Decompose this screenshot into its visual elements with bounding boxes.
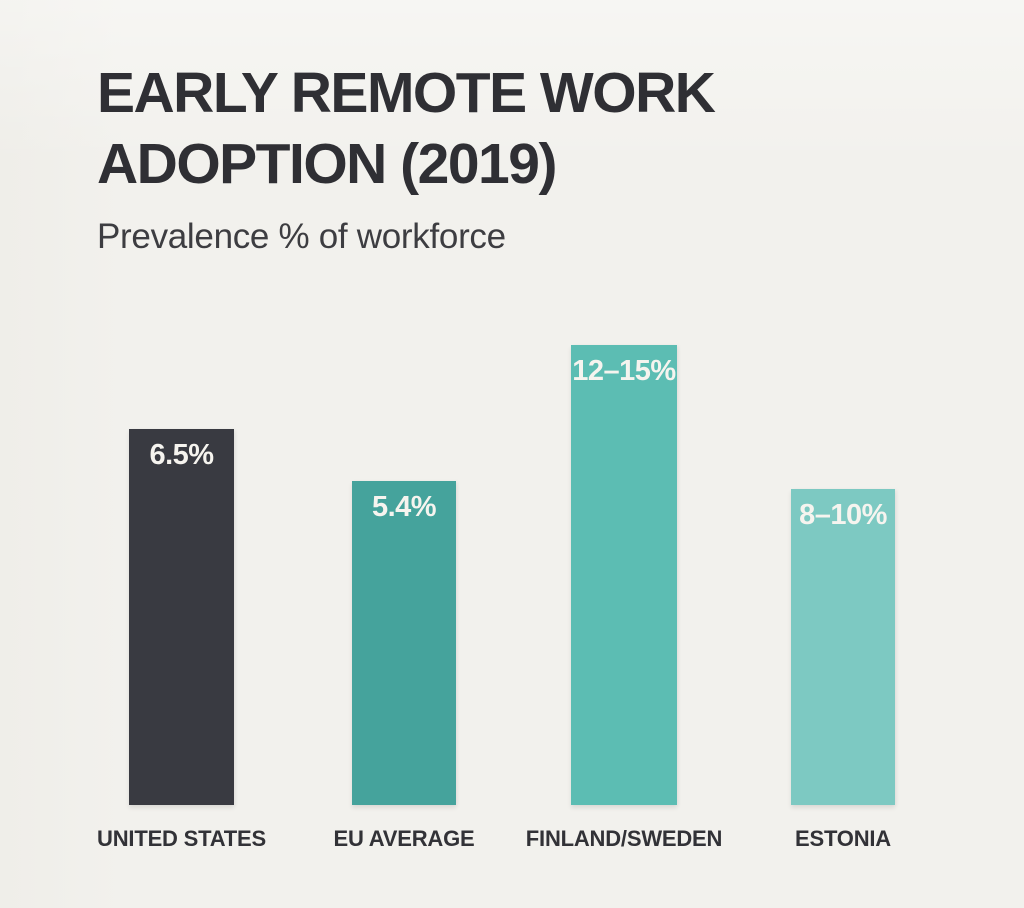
bar-value-label: 6.5% [149,439,214,471]
bar-value-label: 8–10% [799,499,887,531]
bar-united-states: 6.5% [129,429,234,805]
category-label-estonia: ESTONIA [795,826,891,851]
category-label-eu-average: EU AVERAGE [333,826,475,851]
chart-title: EARLY REMOTE WORK ADOPTION (2019) [97,58,716,199]
chart-title-line1: EARLY REMOTE WORK [97,61,716,125]
bar-eu-average: 5.4% [352,481,456,805]
bar-value-label: 5.4% [371,491,437,523]
chart-header: EARLY REMOTE WORK ADOPTION (2019) Preval… [97,58,716,257]
chart-title-line2: ADOPTION (2019) [97,131,557,196]
chart-subtitle: Prevalence % of workforce [97,217,506,257]
category-label-united-states: UNITED STATES [97,826,266,851]
bar-value-label: 12–15% [572,355,676,387]
bar-finland-sweden: 12–15% [571,345,677,805]
bar-estonia: 8–10% [791,489,895,805]
category-label-finland-sweden: FINLAND/SWEDEN [525,826,723,851]
